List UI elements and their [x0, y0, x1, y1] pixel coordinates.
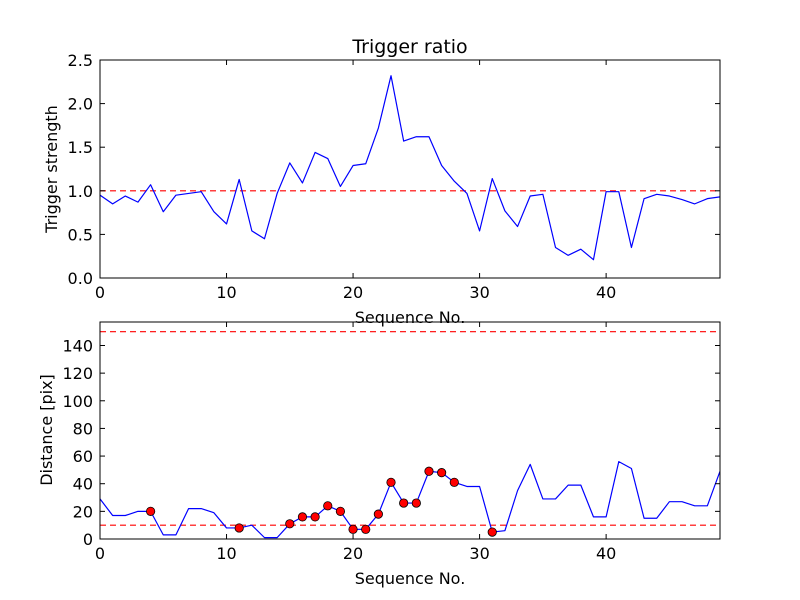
data-point-marker [424, 466, 434, 476]
data-point-marker [386, 477, 396, 487]
data-point-marker [323, 501, 333, 511]
data-point-marker [487, 527, 497, 537]
data-point-marker [297, 512, 308, 522]
data-point-marker [437, 468, 447, 478]
y-tick-label: 120 [62, 364, 93, 383]
x-tick-label: 10 [216, 283, 236, 302]
x-tick-label: 0 [95, 544, 105, 563]
data-point-marker [146, 506, 156, 516]
chart-title: Trigger ratio [351, 36, 467, 58]
y-axis-label: Distance [pix] [37, 374, 56, 486]
data-point-marker [373, 509, 383, 519]
data-point-marker [399, 498, 409, 508]
plot-area [100, 331, 720, 539]
axes-frame [99, 59, 721, 279]
axes-frame [99, 321, 721, 540]
x-tick-label: 20 [343, 544, 363, 563]
data-point-marker [411, 498, 421, 508]
plot-area [100, 75, 720, 261]
y-axis-label: Trigger strength [42, 105, 61, 234]
data-point-marker [348, 524, 358, 534]
distance-panel: Sequence No. Distance [pix] 0 10 20 30 40 0 20… [37, 321, 721, 588]
y-tick-label: 100 [62, 392, 93, 411]
y-tick-label: 0.0 [68, 269, 93, 288]
trigger-ratio-panel: Trigger ratio Sequence No. Trigger stren… [42, 36, 721, 327]
y-tick-label: 60 [73, 447, 93, 466]
data-point-marker [234, 523, 244, 533]
y-tick-label: 40 [73, 475, 93, 494]
x-tick-label: 40 [596, 544, 616, 563]
data-point-marker [310, 512, 320, 522]
y-tick-label: 2.0 [68, 95, 93, 114]
y-tick-label: 2.5 [68, 51, 93, 70]
y-tick-label: 0.5 [68, 225, 93, 244]
data-point-marker [361, 524, 371, 534]
x-tick-label: 30 [469, 544, 489, 563]
series-line [100, 75, 720, 261]
data-point-marker [335, 506, 346, 516]
x-tick-label: 20 [343, 283, 363, 302]
y-tick-label: 1.0 [68, 182, 93, 201]
y-tick-label: 1.5 [68, 138, 93, 157]
x-tick-label: 0 [95, 283, 105, 302]
data-point-marker [449, 477, 459, 487]
x-axis-label: Sequence No. [355, 308, 466, 327]
y-tick-label: 80 [73, 419, 93, 438]
x-tick-label: 40 [596, 283, 616, 302]
x-axis-label: Sequence No. [355, 569, 466, 588]
data-point-marker [285, 519, 295, 529]
series-line [100, 461, 720, 539]
y-tick-label: 20 [73, 502, 93, 521]
y-tick-label: 140 [62, 336, 93, 355]
x-tick-label: 10 [216, 544, 236, 563]
y-tick-label: 0 [83, 530, 93, 549]
x-tick-label: 30 [469, 283, 489, 302]
